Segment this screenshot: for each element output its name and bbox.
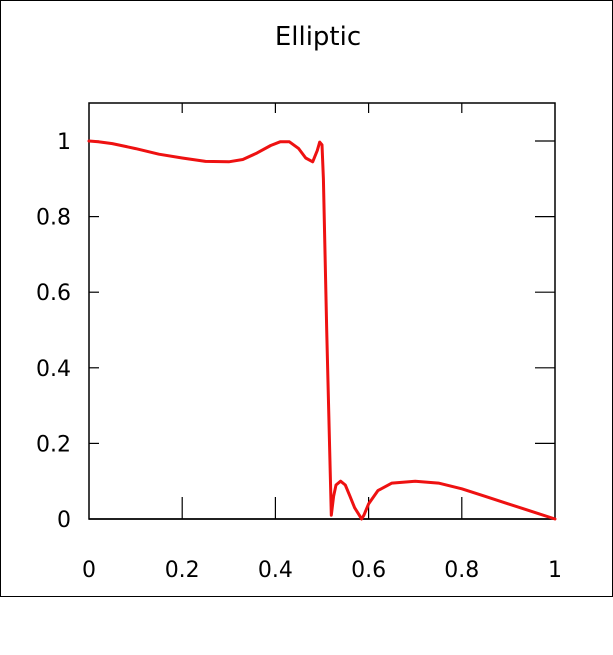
x-tick-label: 0 <box>82 558 96 583</box>
chart-figure: Elliptic 0 0.2 0.4 0.6 0.8 1 0 0.2 0.4 0.6 0.8 1 <box>0 0 613 597</box>
x-tick-label: 1 <box>548 558 562 583</box>
y-ticks <box>89 140 555 444</box>
x-tick-labels: 0 0.2 0.4 0.6 0.8 1 <box>82 558 562 583</box>
x-tick-label: 0.6 <box>351 558 386 583</box>
elliptic-filter-chart: Elliptic 0 0.2 0.4 0.6 0.8 1 0 0.2 0.4 0.6 0.8 1 <box>36 22 562 583</box>
x-tick-label: 0.8 <box>444 558 479 583</box>
y-tick-label: 0.2 <box>36 432 71 457</box>
x-tick-label: 0.4 <box>258 558 293 583</box>
y-tick-label: 0 <box>57 508 71 533</box>
chart-title: Elliptic <box>275 22 361 52</box>
y-tick-label: 0.6 <box>36 281 71 306</box>
series-line <box>87 139 557 521</box>
y-tick-labels: 0 0.2 0.4 0.6 0.8 1 <box>36 130 71 533</box>
y-tick-label: 1 <box>57 130 71 155</box>
x-tick-label: 0.2 <box>165 558 200 583</box>
x-ticks <box>181 103 463 519</box>
y-tick-label: 0.4 <box>36 357 71 382</box>
y-tick-label: 0.8 <box>36 206 71 231</box>
